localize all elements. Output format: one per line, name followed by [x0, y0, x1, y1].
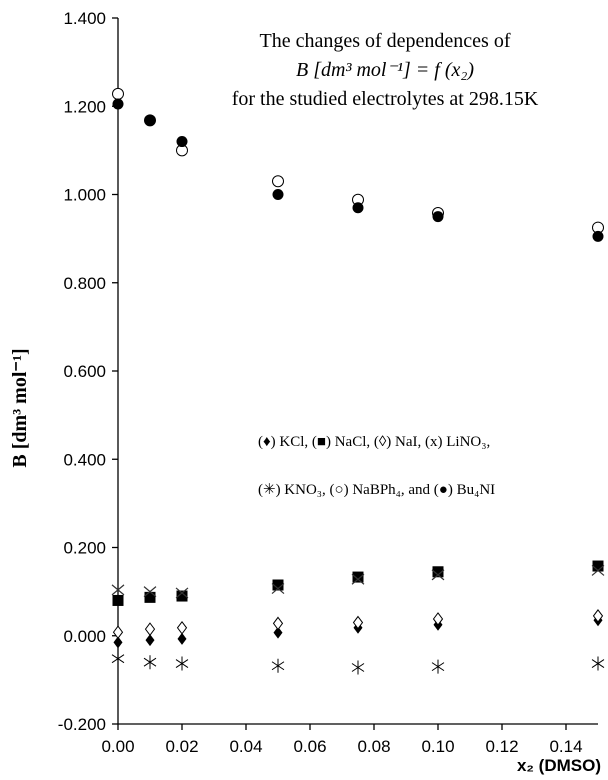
- y-tick-label: -0.200: [58, 715, 106, 734]
- data-point-bu4ni: [272, 189, 284, 200]
- data-point-lino3: [431, 569, 445, 581]
- data-point-kcl: [113, 636, 123, 649]
- title-line-1: The changes of dependences of: [260, 30, 511, 52]
- data-point-bu4ni: [176, 136, 188, 148]
- y-tick-label: 0.600: [63, 362, 106, 381]
- y-tick-label: 0.200: [63, 539, 106, 558]
- y-tick-label: 0.800: [63, 274, 106, 293]
- data-point-kno3: [271, 658, 285, 673]
- data-point-kno3: [431, 659, 445, 674]
- legend-line-1: (♦) KCl, (■) NaCl, (◊) NaI, (x) LiNO₃,: [258, 434, 490, 450]
- x-tick-label: 0.04: [229, 737, 262, 756]
- data-markers: [111, 87, 605, 675]
- data-point-nacl: [112, 594, 124, 606]
- title-line-3: for the studied electrolytes at 298.15K: [232, 88, 539, 110]
- data-point-nacl: [144, 591, 156, 603]
- data-point-kno3: [591, 656, 605, 671]
- data-point-bu4ni: [144, 114, 156, 126]
- data-point-nabph4: [112, 87, 124, 100]
- x-tick-label: 0.14: [549, 737, 582, 756]
- data-point-nai: [432, 612, 444, 626]
- data-point-nai: [176, 620, 188, 635]
- legend: (♦) KCl, (■) NaCl, (◊) NaI, (x) LiNO₃, (…: [258, 434, 495, 498]
- data-point-nai: [352, 615, 364, 630]
- data-point-bu4ni: [432, 211, 444, 223]
- x-tick-label: 0.02: [165, 737, 198, 756]
- x-tick-label: 0.06: [293, 737, 326, 756]
- data-point-nacl: [592, 560, 604, 572]
- data-point-nacl: [176, 590, 188, 602]
- title-line-2: B [dm³ mol⁻¹] = f (x₂): [296, 59, 474, 81]
- data-point-kno3: [143, 655, 157, 670]
- chart-title: The changes of dependences of B [dm³ mol…: [232, 30, 539, 110]
- x-tick-label: 0.00: [101, 737, 134, 756]
- data-point-lino3: [143, 586, 157, 598]
- y-tick-label: 1.200: [63, 97, 106, 116]
- y-tick-label: 0.000: [63, 627, 106, 646]
- x-ticks: 0.00 0.02 0.04 0.06 0.08 0.10 0.12 0.14: [101, 724, 583, 756]
- data-point-kno3: [175, 656, 189, 671]
- x-tick-label: 0.12: [485, 737, 518, 756]
- data-point-bu4ni: [352, 202, 364, 214]
- data-point-lino3: [351, 573, 365, 585]
- data-point-lino3: [111, 584, 125, 596]
- x-axis-label: x₂ (DMSO): [517, 756, 601, 775]
- data-point-nai: [272, 616, 284, 631]
- data-point-lino3: [591, 564, 605, 576]
- data-point-bu4ni: [112, 98, 124, 110]
- data-point-kno3: [111, 651, 125, 666]
- data-point-nai: [112, 625, 124, 640]
- data-point-kcl: [273, 626, 283, 639]
- data-point-nacl: [272, 579, 284, 591]
- x-tick-label: 0.08: [357, 737, 390, 756]
- data-point-nacl: [432, 566, 444, 578]
- y-axis-label: B [dm³ mol⁻¹]: [9, 348, 31, 467]
- y-ticks: -0.200 0.000 0.200 0.400 0.600 0.800 1.000 1.20…: [58, 9, 118, 734]
- data-point-bu4ni: [592, 230, 604, 242]
- data-point-nai: [592, 609, 604, 623]
- data-point-lino3: [271, 583, 285, 594]
- legend-line-2: (✳) KNO₃, (○) NaBPh₄, and (●) Bu₄NI: [258, 482, 495, 498]
- data-point-nai: [144, 622, 156, 636]
- y-tick-label: 1.400: [63, 9, 106, 28]
- y-tick-label: 1.000: [63, 186, 106, 205]
- data-point-kcl: [177, 632, 187, 645]
- plot-area: -0.200 0.000 0.200 0.400 0.600 0.800 1.000 1.20…: [58, 9, 605, 756]
- data-point-lino3: [175, 587, 189, 599]
- data-point-kno3: [351, 660, 365, 675]
- data-point-nacl: [352, 571, 364, 583]
- data-point-kcl: [145, 634, 155, 647]
- data-point-nabph4: [272, 175, 284, 188]
- x-tick-label: 0.10: [421, 737, 454, 756]
- y-tick-label: 0.400: [63, 450, 106, 469]
